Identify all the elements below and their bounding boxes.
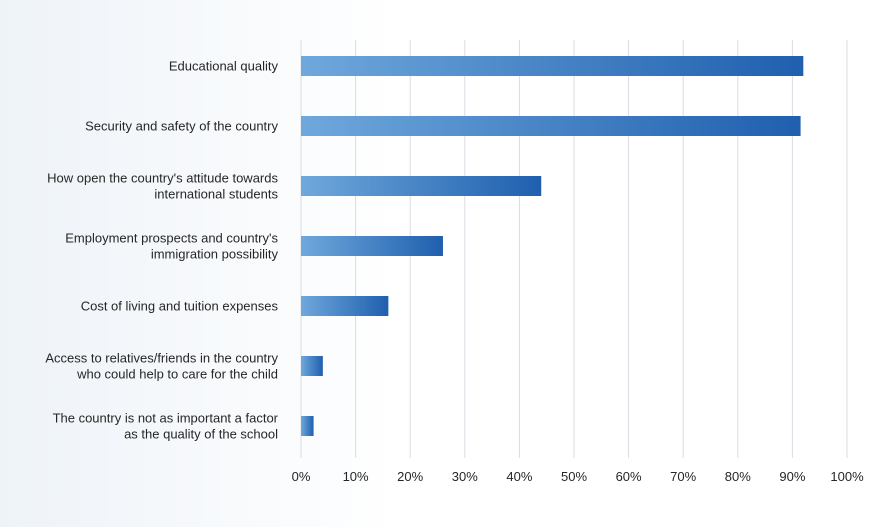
x-tick-labels: 0% 10% 20% 30% 40% 50% 60% 70% 80% 90% 100% xyxy=(292,469,864,484)
category-label-line: The country is not as important a factor xyxy=(53,411,279,426)
x-tick-label: 60% xyxy=(616,469,642,484)
bar xyxy=(301,296,389,316)
x-tick-label: 40% xyxy=(506,469,532,484)
category-label-line: How open the country's attitude towards xyxy=(47,171,278,186)
category-label-line: as the quality of the school xyxy=(124,427,278,442)
bar xyxy=(301,356,323,376)
category-label-line: international students xyxy=(154,187,278,202)
category-label-line: who could help to care for the child xyxy=(76,367,278,382)
x-tick-label: 70% xyxy=(670,469,696,484)
category-label-line: immigration possibility xyxy=(151,247,279,262)
category-label: How open the country's attitude towards i… xyxy=(47,171,278,202)
category-label-line: Security and safety of the country xyxy=(85,119,278,134)
x-tick-label: 80% xyxy=(725,469,751,484)
category-label-line: Employment prospects and country's xyxy=(65,231,278,246)
bar xyxy=(301,56,804,76)
category-label: The country is not as important a factor… xyxy=(53,411,279,442)
x-tick-label: 10% xyxy=(343,469,369,484)
bar xyxy=(301,416,314,436)
bar xyxy=(301,176,542,196)
category-label: Employment prospects and country's immigr… xyxy=(65,231,278,262)
x-tick-label: 20% xyxy=(397,469,423,484)
x-tick-label: 90% xyxy=(779,469,805,484)
category-label-line: Educational quality xyxy=(169,59,279,74)
category-label-line: Cost of living and tuition expenses xyxy=(81,299,279,314)
gridlines xyxy=(300,40,848,458)
x-tick-label: 50% xyxy=(561,469,587,484)
category-label: Security and safety of the country xyxy=(85,119,278,134)
x-tick-label: 100% xyxy=(830,469,864,484)
bar xyxy=(301,236,443,256)
bars xyxy=(301,56,804,436)
x-tick-label: 30% xyxy=(452,469,478,484)
bar xyxy=(301,116,801,136)
x-tick-label: 0% xyxy=(292,469,311,484)
category-label: Educational quality xyxy=(169,59,279,74)
category-labels: Educational quality Security and safety o… xyxy=(45,59,278,442)
category-label: Access to relatives/friends in the count… xyxy=(45,351,278,382)
category-label-line: Access to relatives/friends in the count… xyxy=(45,351,278,366)
category-label: Cost of living and tuition expenses xyxy=(81,299,279,314)
